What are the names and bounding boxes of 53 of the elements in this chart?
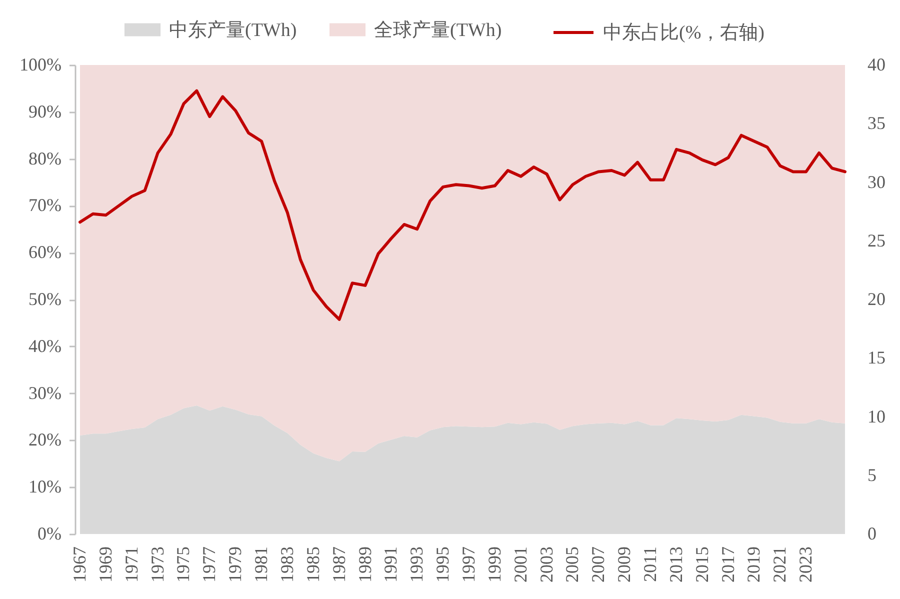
- y-tick-label: 10%: [28, 476, 62, 497]
- x-tick-label: 1991: [380, 546, 401, 582]
- y2-tick-label: 30: [868, 172, 886, 192]
- y-tick-label: 0%: [38, 524, 62, 544]
- x-tick-label: 1981: [251, 546, 272, 582]
- x-tick-label: 1973: [147, 546, 168, 582]
- x-tick-label: 1987: [328, 546, 349, 582]
- y-tick-label: 70%: [28, 195, 62, 216]
- x-tick-label: 1985: [302, 546, 323, 582]
- legend-label: 中东占比(%，右轴): [603, 22, 764, 44]
- y2-tick-label: 20: [868, 289, 886, 309]
- y-tick-label: 20%: [28, 430, 62, 450]
- y2-tick-label: 25: [868, 230, 886, 250]
- y2-tick-label: 15: [868, 348, 886, 368]
- y-tick-label: 30%: [28, 382, 62, 403]
- x-tick-label: 2017: [718, 546, 738, 582]
- x-tick-label: 1979: [225, 546, 246, 582]
- y2-tick-label: 0: [868, 524, 876, 544]
- x-tick-label: 1967: [70, 546, 90, 582]
- x-tick-label: 1971: [121, 546, 142, 582]
- x-tick-label: 1989: [354, 546, 375, 582]
- x-tick-label: 1997: [458, 546, 478, 582]
- x-tick-label: 1999: [484, 546, 504, 582]
- x-tick-label: 1975: [173, 546, 194, 582]
- y-tick-label: 80%: [28, 148, 62, 168]
- y-tick-label: 100%: [20, 54, 62, 74]
- x-tick-label: 2023: [796, 546, 816, 582]
- x-tick-label: 2003: [536, 546, 556, 582]
- y2-tick-label: 35: [868, 113, 886, 134]
- x-tick-label: 2019: [744, 546, 764, 582]
- x-tick-label: 2001: [510, 546, 530, 582]
- x-tick-label: 2021: [770, 546, 790, 582]
- x-tick-label: 2013: [666, 546, 686, 582]
- x-tick-label: 2015: [692, 546, 712, 582]
- x-tick-label: 1969: [95, 546, 116, 582]
- x-tick-label: 2011: [640, 546, 660, 582]
- x-tick-label: 1993: [406, 546, 427, 582]
- y2-tick-label: 10: [868, 406, 886, 426]
- x-tick-label: 1995: [432, 546, 453, 582]
- y-tick-label: 50%: [28, 289, 62, 309]
- line-series: [78, 89, 846, 321]
- x-tick-label: 2007: [588, 546, 608, 582]
- y-tick-label: 60%: [28, 242, 62, 262]
- legend-label: 全球产量(TWh): [374, 20, 502, 41]
- y2-tick-label: 5: [868, 464, 876, 485]
- legend-label: 中东产量(TWh): [169, 20, 297, 41]
- x-tick-label: 2009: [614, 546, 634, 582]
- x-tick-label: 1983: [276, 546, 297, 582]
- y-tick-label: 90%: [28, 101, 62, 122]
- y2-tick-label: 40: [868, 54, 886, 74]
- y-tick-label: 40%: [28, 336, 62, 356]
- x-tick-label: 1977: [199, 546, 220, 582]
- x-tick-label: 2005: [562, 546, 582, 582]
